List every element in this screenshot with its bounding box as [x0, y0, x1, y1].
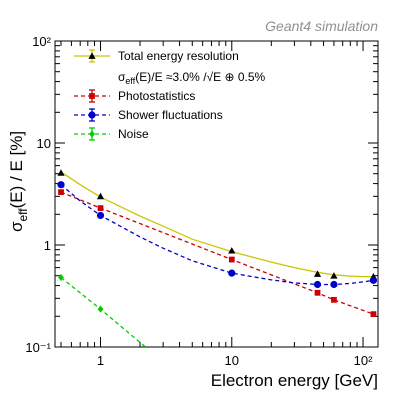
x-tick-label: 10²: [354, 353, 373, 368]
data-point-shower-fluctuations: [228, 269, 236, 277]
data-point-photostatistics: [97, 205, 104, 211]
y-tick-label: 1: [44, 238, 51, 253]
legend-entry: Shower fluctuations: [74, 108, 223, 122]
x-axis: 1 10 10²: [60, 41, 373, 368]
data-point-shower-fluctuations: [96, 211, 105, 220]
data-point-noise: [58, 273, 64, 282]
data-point-photostatistics: [370, 311, 377, 318]
data-point-photostatistics: [331, 296, 337, 303]
legend-marker: [89, 93, 95, 99]
legend-marker: [89, 130, 95, 138]
series-line-shower-fluctuations: [60, 184, 374, 286]
data-point-total-energy-resolution: [330, 272, 338, 279]
data-point-shower-fluctuations: [369, 276, 378, 284]
legend-entry: Total energy resolution: [74, 49, 239, 63]
legend-label: Photostatistics: [118, 89, 195, 103]
legend-formula-sigma: σ: [118, 70, 126, 84]
legend-entry: Noise: [74, 127, 149, 141]
legend-marker: [88, 52, 96, 59]
legend-marker: [88, 111, 96, 119]
data-point-photostatistics: [314, 289, 321, 296]
legend-formula-rest: (E)/E ≈3.0% /√E ⊕ 0.5%: [135, 70, 265, 84]
y-axis-label-sub: eff: [16, 208, 30, 222]
data-point-photostatistics: [228, 256, 235, 263]
data-point-total-energy-resolution: [57, 169, 65, 176]
plot-frame: [54, 40, 379, 348]
data-point-total-energy-resolution: [96, 192, 105, 200]
x-tick-label: 10: [225, 353, 239, 368]
series-line-noise: [60, 277, 146, 347]
y-axis-label-main: σ: [7, 221, 26, 232]
series-line-photostatistics: [60, 191, 374, 315]
y-axis: 10⁻¹ 1 10 10²: [25, 34, 378, 355]
legend-formula-sub: eff: [125, 76, 135, 86]
y-axis-label-rest: (E) / E [%]: [7, 131, 26, 208]
chart-annotation: Geant4 simulation: [265, 18, 378, 34]
data-point-total-energy-resolution: [313, 270, 322, 277]
legend-entry: Photostatistics: [74, 89, 195, 103]
legend-formula: σeff(E)/E ≈3.0% /√E ⊕ 0.5%: [118, 70, 266, 86]
series-layer: [57, 169, 378, 347]
legend-label: Total energy resolution: [118, 49, 239, 63]
data-point-total-energy-resolution: [228, 247, 236, 254]
y-tick-label: 10: [37, 136, 51, 151]
data-point-shower-fluctuations: [313, 280, 322, 289]
series-line-total-energy-resolution: [60, 171, 374, 278]
y-axis-label: σeff(E) / E [%]: [7, 131, 30, 232]
data-point-photostatistics: [58, 189, 64, 195]
x-tick-label: 1: [97, 353, 104, 368]
data-point-noise: [97, 305, 104, 313]
legend: Total energy resolution σeff(E)/E ≈3.0% /…: [74, 49, 266, 141]
legend-label: Shower fluctuations: [118, 108, 223, 122]
data-point-shower-fluctuations: [330, 280, 338, 289]
y-tick-label: 10²: [32, 34, 51, 49]
data-point-shower-fluctuations: [57, 181, 65, 189]
y-tick-label: 10⁻¹: [25, 340, 51, 355]
x-axis-label: Electron energy [GeV]: [211, 371, 378, 390]
legend-label: Noise: [118, 127, 149, 141]
